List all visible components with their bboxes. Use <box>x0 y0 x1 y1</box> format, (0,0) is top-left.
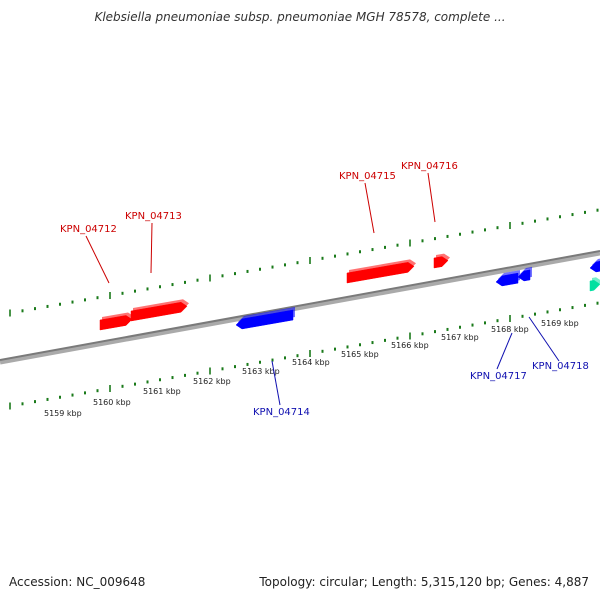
forward-strand-ruler <box>9 208 599 317</box>
kbp-scale-label: 5164 kbp <box>292 358 330 367</box>
gene-label-kpn-04712: KPN_04712 <box>60 224 117 235</box>
kbp-scale-label: 5169 kbp <box>541 319 579 328</box>
kbp-scale-label: 5161 kbp <box>143 387 181 396</box>
map-title: Klebsiella pneumoniae subsp. pneumoniae … <box>94 10 506 24</box>
kbp-scale-label: 5163 kbp <box>242 367 280 376</box>
genome-summary-text: Topology: circular; Length: 5,315,120 bp… <box>259 575 589 589</box>
gene-features <box>99 253 600 331</box>
kbp-scale-label: 5168 kbp <box>491 325 529 334</box>
kbp-scale-label: 5165 kbp <box>341 350 379 359</box>
gene-label-kpn-04714: KPN_04714 <box>253 407 310 418</box>
gene-label-kpn-04717: KPN_04717 <box>470 371 527 382</box>
gene-arrow-kpn-04713 <box>130 299 189 322</box>
gene-arrow-kpn-04717 <box>495 270 520 287</box>
gene-leader-line <box>496 332 513 370</box>
gene-leader-line <box>271 360 281 406</box>
kbp-scale-label: 5162 kbp <box>193 377 231 386</box>
backbone-line <box>0 250 600 361</box>
gene-arrow-kpn-04712 <box>99 312 134 331</box>
gene-leader-line <box>85 235 110 284</box>
gene-label-kpn-04718: KPN_04718 <box>532 361 589 372</box>
gene-arrow-edge <box>589 258 600 273</box>
kbp-scale-label: 5160 kbp <box>93 398 131 407</box>
backbone-shadow <box>0 250 600 365</box>
kbp-scale-label: 5167 kbp <box>441 333 479 342</box>
genome-backbone <box>0 250 600 365</box>
gene-leader-line <box>528 316 560 362</box>
gene-label-kpn-04715: KPN_04715 <box>339 171 396 182</box>
gene-label-kpn-04716: KPN_04716 <box>401 161 458 172</box>
gene-leader-line <box>427 172 436 223</box>
reverse-strand-ruler <box>9 301 599 410</box>
gene-arrow-kpn-04718 <box>517 266 532 282</box>
gene-leader-line <box>150 222 153 274</box>
gene-labels: 5159 kbp 5160 kbp 5161 kbp 5162 kbp 5163 kbp… <box>44 161 589 418</box>
kbp-scale-label: 5166 kbp <box>391 341 429 350</box>
kbp-scale-label: 5159 kbp <box>44 409 82 418</box>
feature-arrow-edge <box>589 277 600 292</box>
gene-label-kpn-04713: KPN_04713 <box>125 211 182 222</box>
gene-leader-line <box>364 182 375 234</box>
gene-arrow-kpn-04716 <box>433 253 450 269</box>
gene-arrow-kpn-04715 <box>346 259 416 284</box>
accession-text: Accession: NC_009648 <box>9 575 146 589</box>
gene-arrow-kpn-04714 <box>235 307 295 330</box>
